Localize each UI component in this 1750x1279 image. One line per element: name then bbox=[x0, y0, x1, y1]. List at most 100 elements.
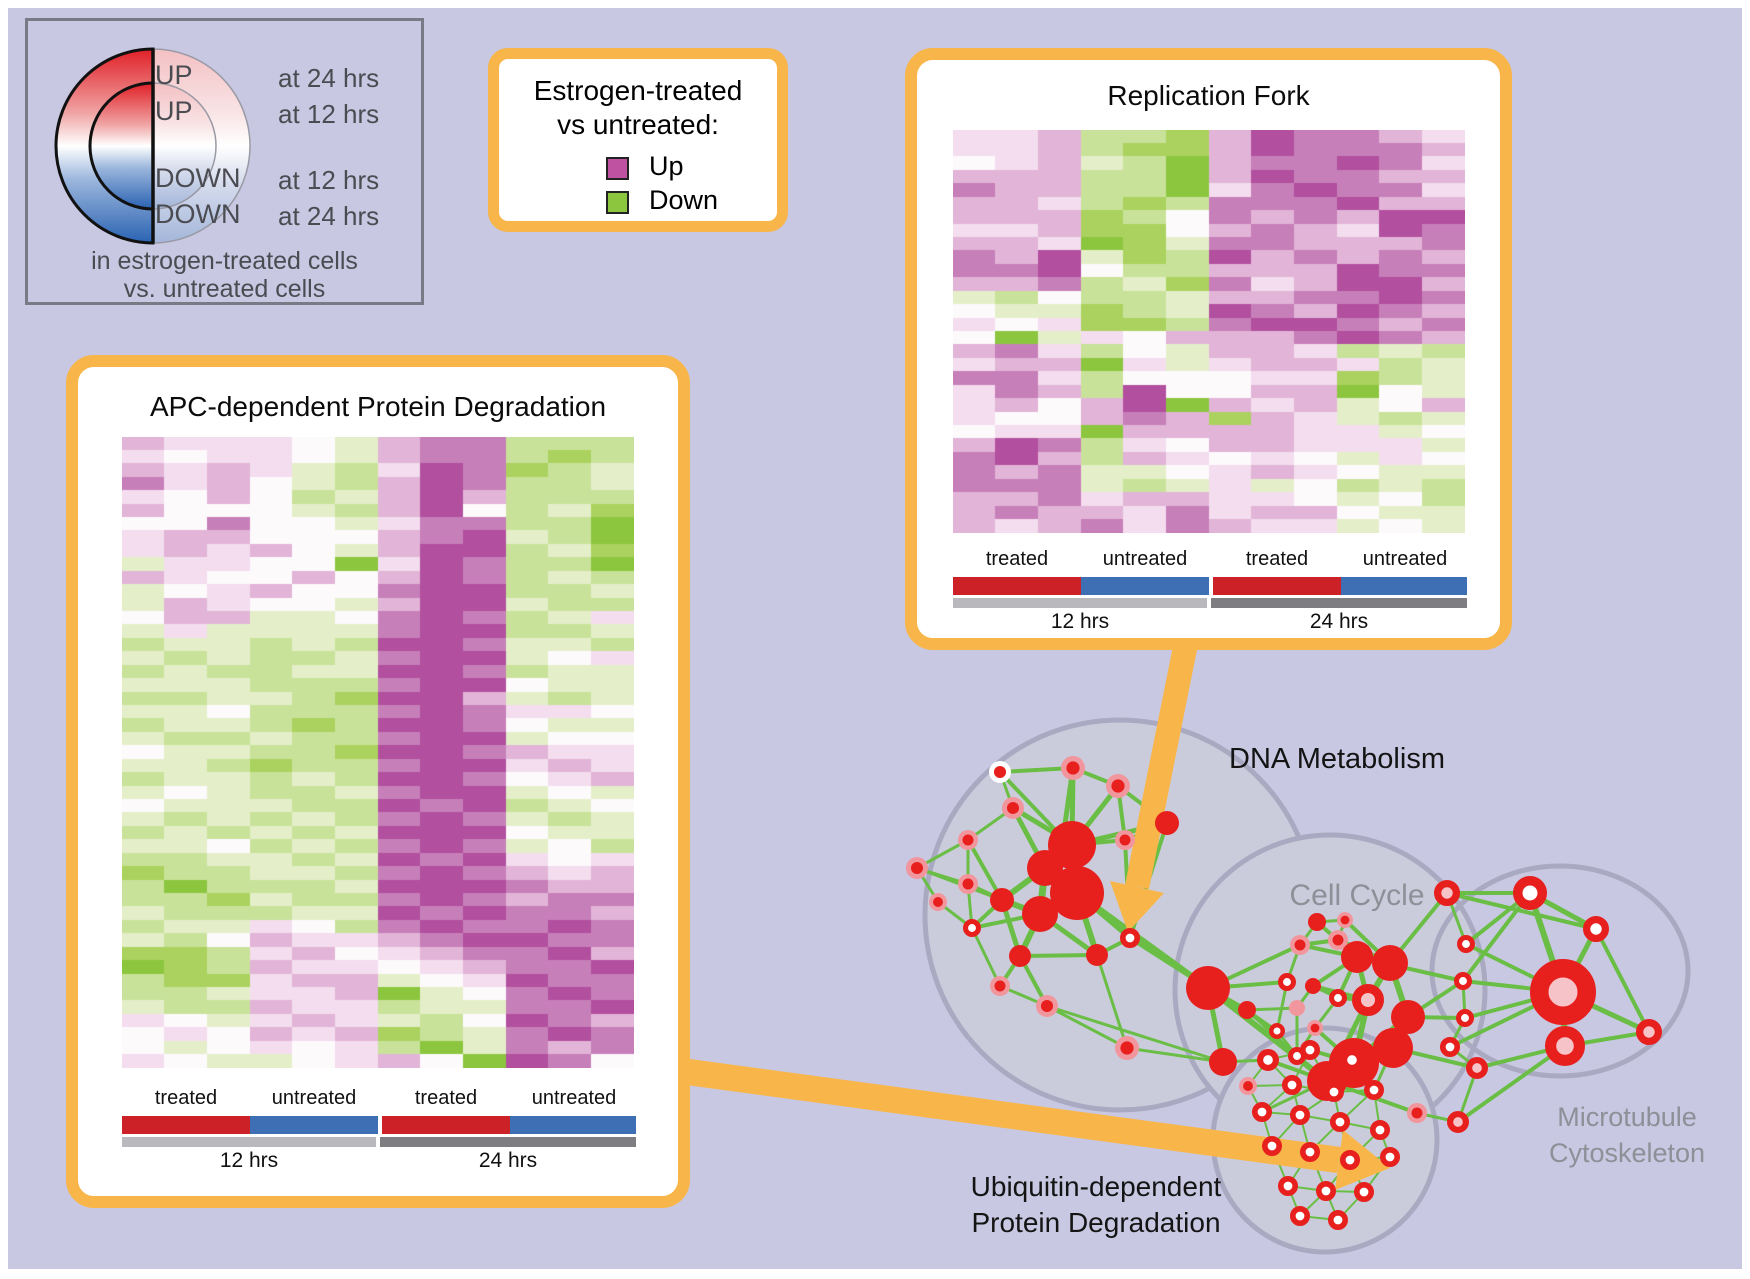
legend-time: at 12 hrs bbox=[278, 99, 380, 129]
arrow-to-ubiquitin-icon bbox=[686, 1059, 1341, 1173]
gradient-ring-legend: UP at 24 hrs UP at 12 hrs DOWN at 12 hrs… bbox=[25, 18, 424, 305]
gene-node bbox=[1305, 978, 1321, 994]
gene-node bbox=[1252, 1102, 1273, 1123]
group-label: untreated bbox=[1362, 548, 1448, 570]
network-edge bbox=[1018, 953, 1099, 958]
gene-node bbox=[963, 919, 982, 938]
gene-node bbox=[1324, 1082, 1345, 1103]
gene-node bbox=[1380, 1147, 1401, 1168]
group-label: untreated bbox=[271, 1087, 357, 1109]
color-legend-title-line2: vs untreated: bbox=[557, 109, 719, 140]
network-edge bbox=[1445, 891, 1598, 931]
gene-node bbox=[990, 888, 1014, 912]
gene-node-core bbox=[1332, 934, 1344, 946]
gene-node-core bbox=[1111, 779, 1125, 793]
cluster-microtubule bbox=[1429, 863, 1691, 1079]
gene-node bbox=[1354, 1182, 1375, 1203]
gene-node bbox=[1364, 1080, 1385, 1101]
updown-color-legend: Estrogen-treated vs untreated: Up Down bbox=[488, 48, 788, 232]
network-edge bbox=[1461, 891, 1532, 983]
gene-node-core bbox=[962, 834, 974, 846]
gene-node-core bbox=[1310, 1023, 1320, 1033]
gene-node bbox=[1308, 913, 1326, 931]
gene-node bbox=[1340, 1048, 1363, 1071]
gene-node-core bbox=[1340, 915, 1350, 925]
legend-time: at 24 hrs bbox=[278, 201, 380, 231]
replication-fork-heatmap bbox=[953, 130, 1465, 533]
gene-node bbox=[1340, 1150, 1361, 1171]
gene-node-core bbox=[993, 765, 1007, 779]
legend-time: at 12 hrs bbox=[278, 165, 380, 195]
treated-bar-icon bbox=[1213, 577, 1341, 595]
dna-metabolism-label: DNA Metabolism bbox=[1229, 743, 1445, 775]
legend-direction: DOWN bbox=[155, 163, 241, 193]
apc-degradation-heatmap bbox=[122, 437, 634, 1068]
gene-node bbox=[1278, 1176, 1299, 1197]
gene-node-core bbox=[910, 861, 924, 875]
group-label: untreated bbox=[531, 1087, 617, 1109]
gene-node-core bbox=[933, 897, 943, 907]
gene-node bbox=[1120, 927, 1141, 948]
network-edge bbox=[998, 770, 1065, 840]
network-labels: DNA Metabolism Cell Cycle Microtubule Cy… bbox=[971, 743, 1705, 1238]
gene-node bbox=[1373, 1028, 1413, 1068]
network-edge bbox=[970, 926, 1002, 988]
legend-direction: UP bbox=[155, 60, 193, 90]
treated-bar-icon bbox=[122, 1116, 250, 1134]
ubiquitin-label-line1: Ubiquitin-dependent bbox=[971, 1171, 1222, 1202]
color-legend-title-line1: Estrogen-treated bbox=[533, 75, 743, 106]
group-label: treated bbox=[1245, 548, 1309, 570]
untreated-bar-icon bbox=[510, 1116, 636, 1134]
gene-node bbox=[1440, 1037, 1461, 1058]
down-label: Down bbox=[649, 185, 719, 215]
gene-node bbox=[1341, 941, 1373, 973]
network-nodes bbox=[906, 756, 1663, 1231]
legend-footer-line1: in estrogen-treated cells bbox=[91, 247, 358, 275]
ubiquitin-label-line2: Protein Degradation bbox=[971, 1207, 1220, 1238]
group-label: treated bbox=[154, 1087, 218, 1109]
group-label: treated bbox=[414, 1087, 478, 1109]
cell-cycle-label: Cell Cycle bbox=[1289, 879, 1424, 912]
gene-node bbox=[1009, 945, 1031, 967]
arrow-to-dna-metabolism-head-icon bbox=[1110, 881, 1164, 932]
replication-fork-panel: Replication Fork treated untreated treat… bbox=[905, 48, 1512, 650]
network-edge bbox=[998, 766, 1075, 774]
gene-node-core bbox=[962, 878, 974, 890]
gene-node bbox=[1330, 1112, 1351, 1133]
network-edge bbox=[1594, 927, 1651, 1034]
gene-node bbox=[1636, 1019, 1663, 1046]
gene-node bbox=[1290, 1105, 1311, 1126]
24hrs-bar-icon bbox=[380, 1137, 636, 1147]
gene-node bbox=[1209, 1048, 1237, 1076]
gene-node bbox=[1186, 966, 1230, 1010]
12hrs-label: 12 hrs bbox=[1050, 610, 1110, 633]
arrow-to-ubiquitin-head-icon bbox=[1335, 1130, 1390, 1190]
gene-node bbox=[1434, 880, 1461, 907]
network-edge bbox=[1125, 1046, 1225, 1064]
gene-node bbox=[1446, 1110, 1469, 1133]
up-label: Up bbox=[649, 151, 684, 181]
network-edge bbox=[1456, 1044, 1567, 1124]
gene-node bbox=[1278, 973, 1297, 992]
gene-node-core bbox=[1066, 761, 1080, 775]
gene-node bbox=[1529, 958, 1596, 1025]
legend-direction: UP bbox=[155, 96, 193, 126]
microtubule-label-line2: Cytoskeleton bbox=[1549, 1138, 1705, 1168]
gene-node bbox=[1391, 1000, 1425, 1034]
replication-fork-title: Replication Fork bbox=[1107, 80, 1310, 111]
gene-node-core bbox=[1243, 1081, 1253, 1091]
gene-node bbox=[1328, 1210, 1349, 1231]
gene-node bbox=[1268, 1022, 1285, 1039]
legend-time: at 24 hrs bbox=[278, 63, 380, 93]
gene-node-core bbox=[1120, 1041, 1134, 1055]
gene-node bbox=[1022, 896, 1058, 932]
gene-node-core bbox=[1040, 999, 1054, 1013]
gene-node bbox=[1316, 1181, 1337, 1202]
12hrs-bar-icon bbox=[953, 598, 1207, 608]
gene-node bbox=[1329, 989, 1348, 1008]
gene-node bbox=[1050, 866, 1104, 920]
12hrs-bar-icon bbox=[122, 1137, 376, 1147]
gene-node bbox=[1513, 876, 1548, 911]
gene-node bbox=[1300, 1142, 1321, 1163]
